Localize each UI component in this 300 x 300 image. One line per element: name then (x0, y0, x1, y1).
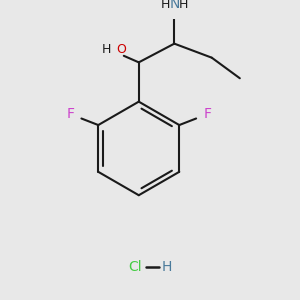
Text: Cl: Cl (128, 260, 142, 274)
Text: O: O (116, 43, 126, 56)
Text: H: H (162, 260, 172, 274)
Text: N: N (169, 0, 179, 11)
Text: F: F (203, 107, 211, 121)
Text: H: H (160, 0, 170, 11)
Text: H: H (179, 0, 188, 11)
Text: H: H (101, 43, 111, 56)
Text: F: F (66, 107, 74, 121)
